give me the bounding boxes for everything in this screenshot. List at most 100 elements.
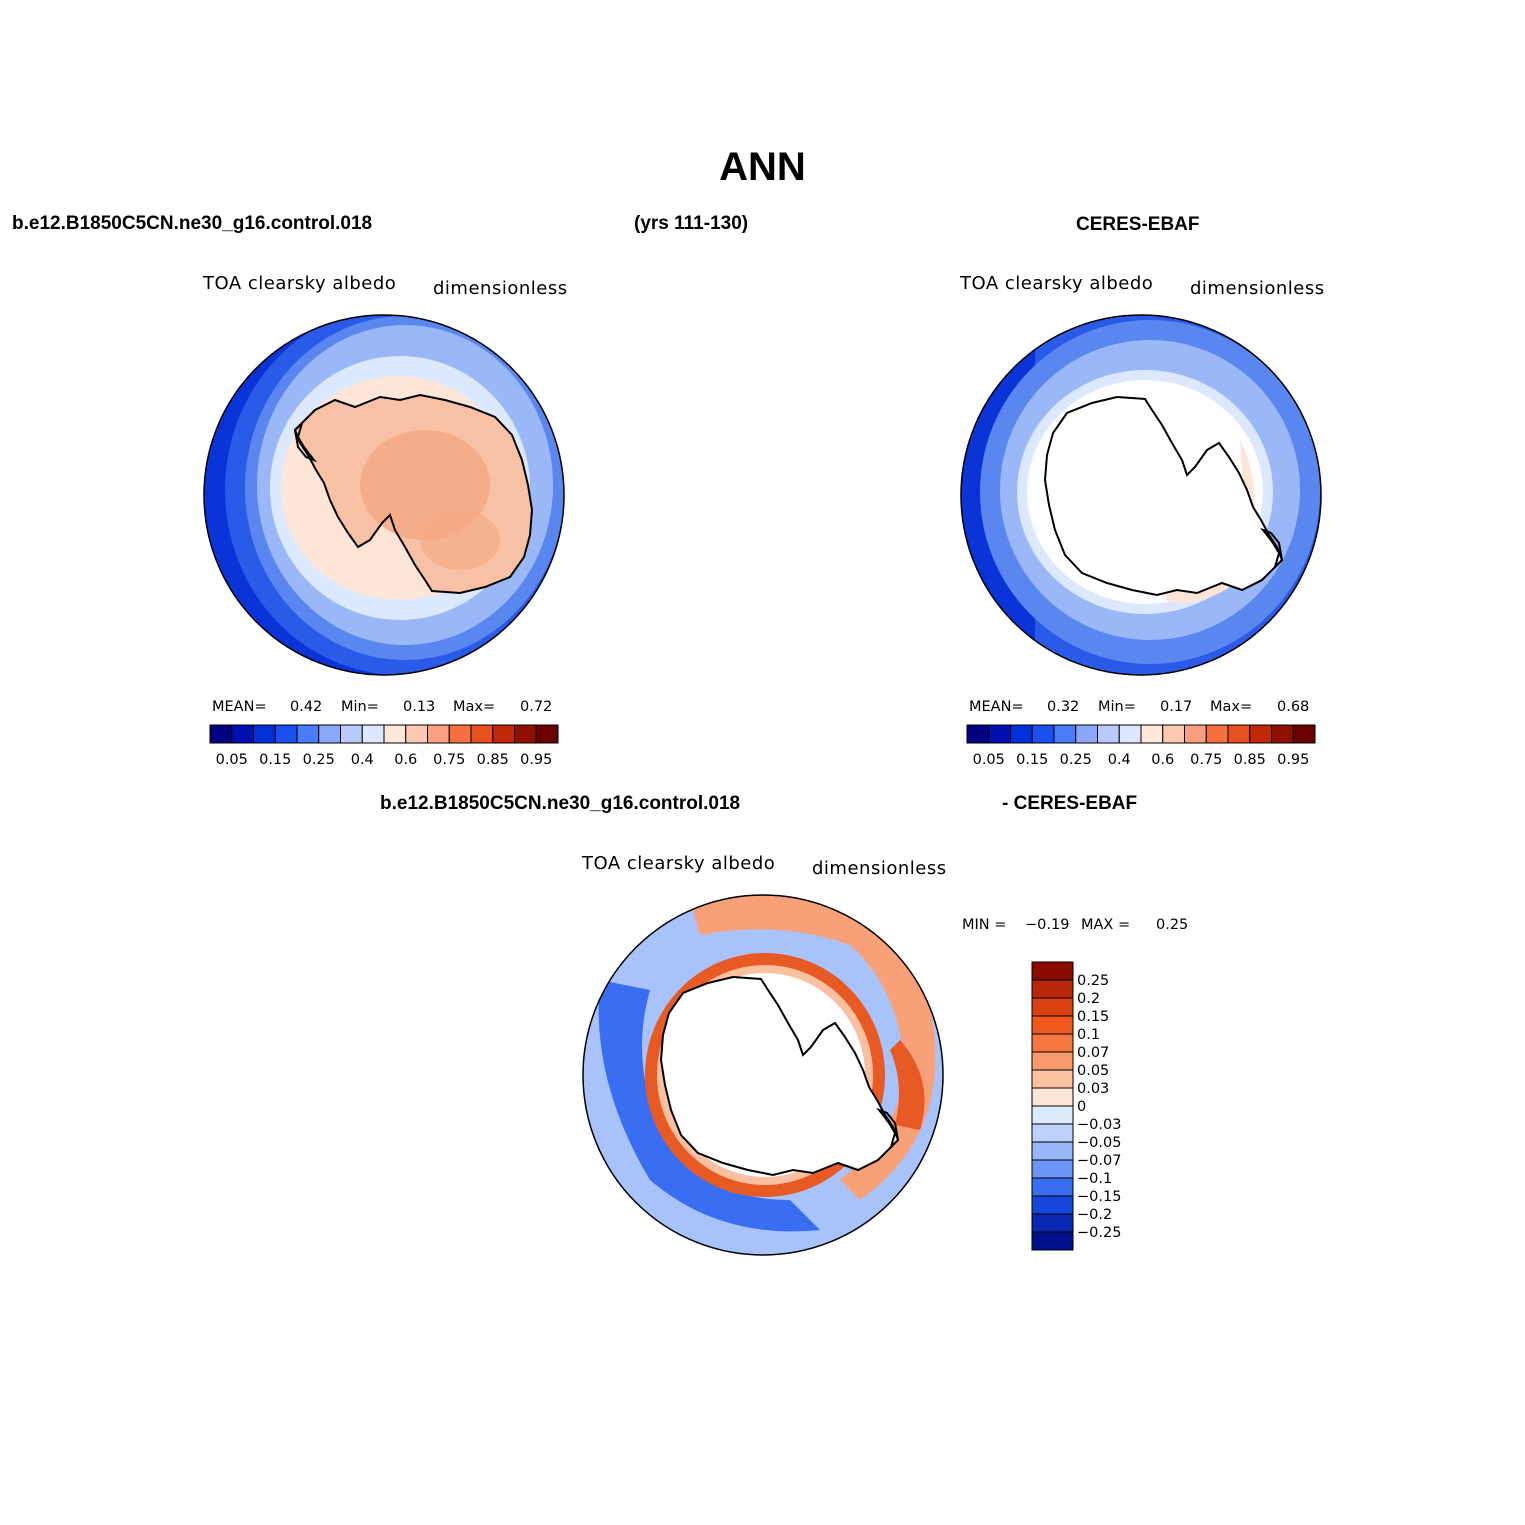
diff-colorbar-box [1031,1213,1074,1233]
model-colorbar-tick-label: 0.6 [394,752,417,768]
obs-mean-value: 0.32 [1047,699,1080,715]
model-case-header: b.e12.B1850C5CN.ne30_g16.control.018 [12,213,373,234]
diff-colorbar-box [1031,1177,1074,1197]
obs-colorbar-box [1184,724,1207,744]
model-colorbar-box [470,724,494,744]
diff-colorbar-box [1031,1087,1074,1107]
model-colorbar-tick-label: 0.95 [520,752,552,768]
model-colorbar-box [361,724,385,744]
diff-colorbar-tick-label: 0.25 [1077,973,1109,989]
diff-colorbar-tick-label: 0 [1077,1099,1086,1115]
diff-colorbar-tick-label: −0.07 [1077,1153,1121,1169]
diff-colorbar-box [1031,1159,1074,1179]
obs-colorbar-box [1292,724,1316,744]
diff-colorbar-tick-label: −0.03 [1077,1117,1121,1133]
diff-case-header: b.e12.B1850C5CN.ne30_g16.control.018 [380,793,741,814]
obs-colorbar-box [966,724,990,744]
diff-colorbar-box [1031,1051,1074,1071]
obs-colorbar-box [1053,724,1077,744]
model-colorbar-box [448,724,472,744]
model-min-value: 0.13 [403,699,436,715]
model-colorbar-tick-label: 0.25 [303,752,335,768]
obs-colorbar-box [1140,724,1164,744]
obs-colorbar-tick-label: 0.95 [1277,752,1309,768]
diff-min-value: −0.19 [1025,917,1070,933]
model-min-label: Min= [341,699,379,715]
model-colorbar-box [405,724,428,744]
model-colorbar-tick-label: 0.75 [433,752,465,768]
diff-obs-header: - CERES-EBAF [1002,793,1138,814]
obs-colorbar-box [1249,724,1272,744]
obs-header: CERES-EBAF [1076,214,1200,235]
model-colorbar-tick-label: 0.4 [351,752,374,768]
obs-colorbar-tick-label: 0.6 [1151,752,1174,768]
diff-colorbar-box [1031,979,1074,999]
model-colorbar-tick-label: 0.85 [477,752,509,768]
model-colorbar-box [492,724,515,744]
diff-colorbar-box [1031,1015,1074,1035]
diff-variable-label: TOA clearsky albedo [582,853,776,874]
obs-colorbar-tick-label: 0.4 [1108,752,1131,768]
model-colorbar-box [318,724,341,744]
model-units-label: dimensionless [433,278,568,299]
model-colorbar-box [231,724,254,744]
diff-colorbar-tick-label: −0.25 [1077,1225,1121,1241]
obs-max-value: 0.68 [1277,699,1310,715]
model-map [204,315,564,675]
model-colorbar-tick-label: 0.15 [259,752,291,768]
obs-colorbar-tick-label: 0.25 [1060,752,1092,768]
model-colorbar-box [340,724,363,744]
model-colorbar-box [383,724,407,744]
model-colorbar: 0.05 0.15 0.25 0.4 0.6 0.75 0.85 0.95 [209,724,559,768]
obs-map [961,315,1321,675]
obs-mean-label: MEAN= [969,699,1024,715]
diff-max-label: MAX = [1081,917,1131,933]
model-mean-label: MEAN= [212,699,267,715]
diff-colorbar-box [1031,1123,1074,1143]
diff-colorbar-tick-label: −0.1 [1077,1171,1112,1187]
obs-colorbar-box [1227,724,1251,744]
obs-colorbar-box [1097,724,1120,744]
model-colorbar-box [427,724,450,744]
diff-colorbar-tick-label: −0.05 [1077,1135,1121,1151]
model-max-value: 0.72 [520,699,553,715]
obs-colorbar: 0.05 0.15 0.25 0.4 0.6 0.75 0.85 0.95 [966,724,1316,768]
diff-colorbar-box [1031,1195,1074,1215]
diff-colorbar-tick-label: −0.15 [1077,1189,1121,1205]
obs-colorbar-box [1162,724,1185,744]
diff-colorbar-box [1031,1141,1074,1161]
diff-colorbar-tick-label: 0.03 [1077,1081,1109,1097]
model-colorbar-box [274,724,298,744]
diff-colorbar-tick-label: 0.1 [1077,1027,1100,1043]
diff-map [583,895,943,1255]
figure-title: ANN [719,145,806,189]
diff-colorbar-tick-label: 0.05 [1077,1063,1109,1079]
obs-colorbar-tick-label: 0.85 [1234,752,1266,768]
model-colorbar-tick-label: 0.05 [216,752,248,768]
obs-colorbar-box [988,724,1011,744]
diff-colorbar-tick-label: 0.07 [1077,1045,1109,1061]
diff-units-label: dimensionless [812,858,947,879]
diff-min-label: MIN = [962,917,1007,933]
diff-colorbar-box [1031,961,1074,981]
obs-colorbar-tick-label: 0.15 [1016,752,1048,768]
obs-colorbar-box [1271,724,1294,744]
obs-colorbar-box [1205,724,1229,744]
diff-colorbar-box [1031,997,1074,1017]
model-colorbar-box [535,724,559,744]
obs-max-label: Max= [1210,699,1253,715]
obs-colorbar-box [1075,724,1098,744]
model-colorbar-box [209,724,233,744]
obs-colorbar-box [1031,724,1055,744]
obs-variable-label: TOA clearsky albedo [960,273,1154,294]
obs-min-label: Min= [1098,699,1136,715]
obs-min-value: 0.17 [1160,699,1193,715]
model-colorbar-box [253,724,276,744]
diff-colorbar-box [1031,1231,1074,1251]
diff-colorbar: 0.25 0.2 0.15 0.1 0.07 0.05 0.03 0 −0.03 −0.05 −0.… [1031,961,1121,1251]
model-max-label: Max= [453,699,496,715]
diff-max-value: 0.25 [1156,917,1189,933]
diff-colorbar-tick-label: −0.2 [1077,1207,1112,1223]
obs-colorbar-tick-label: 0.75 [1190,752,1222,768]
diff-colorbar-box [1031,1033,1074,1053]
